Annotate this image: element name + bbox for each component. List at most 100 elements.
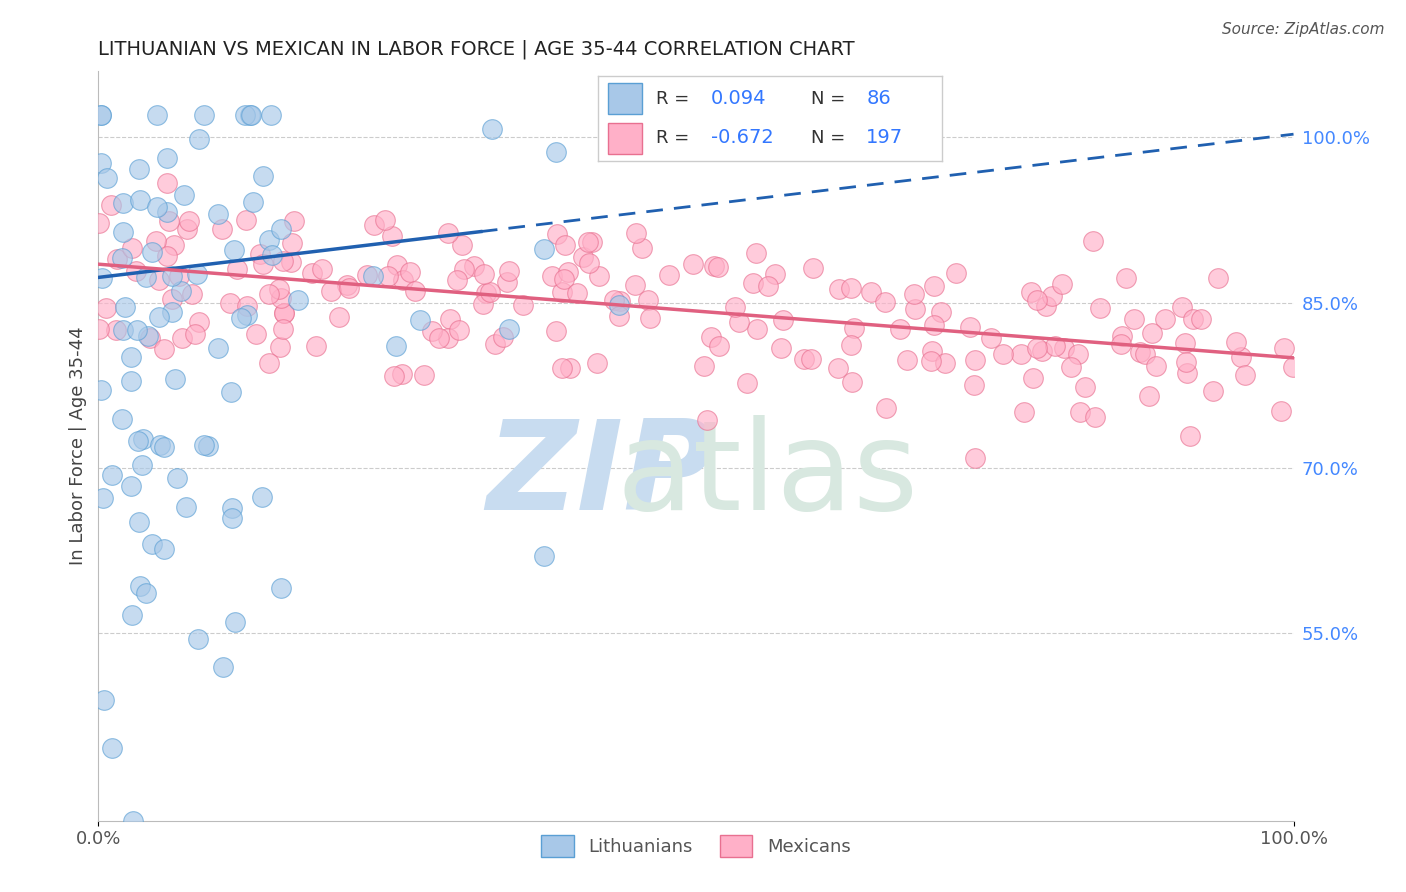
Point (607, 309, 630, 323)
Point (904, 301, 927, 316)
Point (96, 170, 118, 185)
Point (128, 579, 150, 593)
Point (328, 310, 350, 324)
Point (1052, 341, 1074, 355)
Point (1026, 293, 1049, 307)
Point (381, 229, 404, 244)
Point (127, 434, 149, 449)
Point (800, 351, 823, 366)
Point (980, 331, 1002, 345)
Text: N =: N = (811, 90, 845, 108)
Point (94, 301, 117, 316)
Point (512, 298, 534, 312)
Point (231, 311, 253, 326)
Point (121, 607, 143, 622)
Point (305, 339, 328, 353)
Point (630, 241, 652, 255)
Point (1109, 336, 1132, 351)
Point (546, 227, 568, 241)
Point (638, 310, 661, 325)
Point (193, 438, 215, 452)
Point (111, 412, 134, 426)
Point (472, 267, 495, 281)
Point (179, 214, 201, 228)
Point (242, 194, 264, 209)
Point (945, 266, 967, 280)
Point (141, 245, 163, 260)
Point (1189, 312, 1212, 326)
Point (336, 277, 359, 292)
Point (889, 322, 911, 336)
Point (1084, 409, 1107, 424)
Point (1175, 366, 1198, 380)
Point (873, 295, 896, 310)
Point (495, 275, 517, 289)
Point (1069, 405, 1091, 419)
Point (1133, 347, 1156, 361)
Point (922, 279, 945, 293)
Point (609, 298, 631, 312)
Point (233, 108, 256, 122)
Point (260, 108, 283, 122)
Point (121, 478, 143, 492)
Point (163, 372, 186, 386)
FancyBboxPatch shape (607, 84, 643, 114)
Point (90, 271, 112, 285)
Point (87, 217, 110, 231)
Point (1025, 341, 1047, 355)
Point (361, 268, 384, 283)
Point (121, 241, 143, 255)
Point (1035, 299, 1057, 313)
Point (1074, 379, 1097, 393)
Point (153, 541, 176, 556)
Point (273, 306, 295, 320)
Point (693, 359, 716, 373)
Point (554, 237, 576, 252)
Point (377, 269, 399, 284)
Point (963, 377, 986, 392)
Point (283, 214, 305, 228)
Point (385, 339, 408, 353)
Point (463, 260, 485, 274)
Text: R =: R = (657, 128, 689, 146)
Point (111, 251, 134, 265)
Point (1233, 368, 1256, 383)
Point (875, 401, 897, 416)
Point (572, 251, 595, 265)
Point (436, 227, 458, 241)
Point (166, 471, 188, 485)
Point (125, 264, 148, 278)
Point (257, 233, 280, 247)
Point (682, 257, 704, 271)
Point (139, 331, 162, 345)
Point (1225, 335, 1247, 350)
Point (120, 374, 142, 388)
Point (841, 281, 863, 295)
Point (162, 269, 184, 284)
Point (252, 169, 274, 184)
Point (269, 282, 291, 296)
Point (90, 156, 112, 170)
Point (703, 259, 725, 273)
Point (392, 273, 415, 287)
FancyBboxPatch shape (607, 123, 643, 153)
Point (412, 368, 434, 383)
Point (156, 249, 179, 263)
Point (211, 660, 233, 674)
Point (100, 741, 122, 756)
Point (132, 432, 155, 446)
Point (156, 204, 179, 219)
Point (1040, 289, 1063, 303)
Point (280, 255, 302, 269)
Point (991, 346, 1014, 360)
Point (1060, 359, 1083, 374)
Point (145, 234, 167, 248)
Point (135, 270, 157, 285)
Point (1274, 341, 1296, 355)
Text: 0.094: 0.094 (711, 89, 766, 108)
Point (273, 306, 295, 320)
Point (959, 320, 981, 334)
Point (197, 438, 219, 452)
Point (319, 284, 342, 298)
Point (498, 264, 520, 278)
